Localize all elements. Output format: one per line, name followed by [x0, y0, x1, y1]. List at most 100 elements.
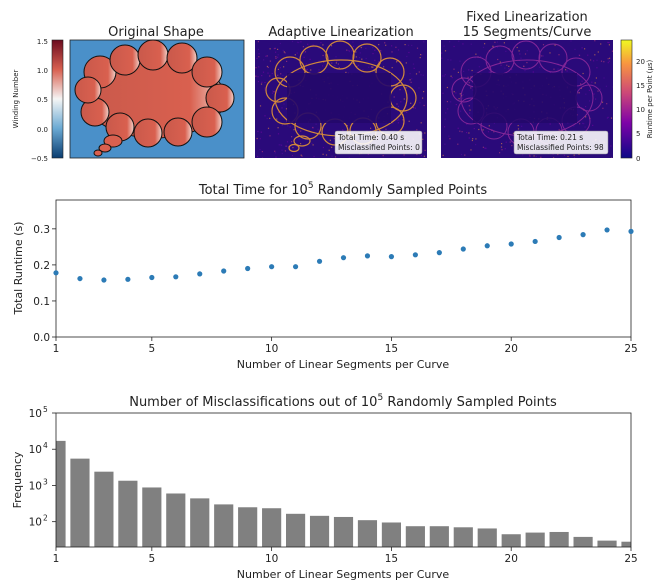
noise-speck [279, 67, 281, 69]
noise-speck [446, 86, 448, 89]
noise-speck [406, 111, 408, 113]
noise-speck [338, 67, 340, 69]
noise-speck [607, 116, 609, 118]
noise-speck [412, 107, 415, 109]
runtime-point [292, 264, 299, 270]
noise-speck [470, 149, 472, 151]
noise-speck [408, 51, 410, 54]
noise-speck [475, 144, 477, 146]
noise-speck [285, 108, 288, 110]
noise-speck [453, 45, 455, 48]
noise-speck [322, 153, 324, 155]
noise-speck [584, 126, 586, 128]
noise-speck [462, 94, 464, 96]
panel-original-shape: Original Shape 1.5 1.0 0.5 0.0 −0.5 Wind… [12, 25, 245, 163]
noise-speck [259, 148, 261, 151]
noise-speck [582, 72, 584, 75]
noise-speck [396, 61, 398, 63]
noise-speck [414, 107, 416, 109]
noise-speck [521, 125, 523, 127]
runtime-tick: 0 [636, 155, 640, 163]
noise-speck [458, 40, 460, 42]
runtime-x-tick-label: 25 [624, 343, 637, 355]
noise-speck [408, 120, 410, 122]
runtime-x-tick-label: 10 [265, 343, 278, 355]
noise-speck [257, 130, 259, 133]
noise-speck [453, 68, 455, 70]
noise-speck [282, 49, 284, 52]
noise-speck [318, 47, 320, 49]
noise-speck [610, 145, 612, 147]
noise-speck [380, 50, 382, 52]
noise-speck [323, 61, 325, 63]
runtime-point [364, 253, 371, 259]
noise-speck [488, 125, 490, 127]
noise-speck [277, 56, 279, 58]
noise-speck [516, 46, 518, 49]
runtime-chart: Total Time for 105 Randomly Sampled Poin… [12, 181, 638, 371]
noise-speck [511, 145, 513, 147]
noise-speck [493, 131, 495, 133]
noise-speck [371, 66, 373, 68]
noise-speck [336, 60, 338, 62]
noise-speck [491, 129, 494, 131]
runtime-x-axis: 1 5 10 15 20 25 [53, 337, 638, 355]
misclass-x-tick-label: 10 [265, 553, 278, 565]
runtime-tick: 20 [636, 58, 645, 66]
noise-speck [280, 73, 282, 75]
noise-speck [585, 93, 587, 95]
runtime-tick: 5 [636, 130, 640, 138]
noise-speck [396, 119, 398, 121]
noise-speck [313, 131, 315, 133]
noise-speck [333, 138, 335, 140]
noise-speck [307, 43, 309, 45]
noise-speck [356, 65, 358, 67]
fixed-title-line2: 15 Segments/Curve [463, 25, 592, 40]
noise-speck [284, 150, 286, 152]
noise-speck [398, 119, 400, 121]
noise-speck [443, 75, 445, 77]
noise-speck [275, 57, 277, 59]
noise-speck [557, 68, 559, 70]
noise-speck [459, 93, 461, 95]
noise-speck [593, 60, 595, 62]
noise-speck [468, 105, 470, 107]
noise-speck [488, 71, 490, 73]
winding-tick: 1.5 [37, 38, 48, 46]
noise-speck [397, 122, 399, 124]
noise-speck [468, 69, 470, 71]
runtime-point [173, 274, 179, 280]
misclass-bar [333, 516, 354, 547]
noise-speck [463, 70, 465, 72]
noise-speck [404, 44, 406, 46]
noise-speck [311, 142, 313, 145]
noise-speck [351, 50, 353, 52]
noise-speck [396, 84, 398, 86]
noise-speck [466, 132, 468, 134]
noise-speck [367, 153, 369, 155]
noise-speck [485, 147, 487, 149]
misclass-bar [405, 526, 425, 547]
runtime-point [388, 254, 395, 260]
noise-speck [256, 137, 258, 140]
noise-speck [266, 55, 268, 57]
noise-speck [382, 155, 384, 157]
noise-speck [274, 150, 276, 152]
misclass-x-label: Number of Linear Segments per Curve [237, 568, 450, 581]
noise-speck [286, 141, 289, 143]
noise-speck [467, 76, 469, 78]
noise-speck [352, 41, 354, 43]
noise-speck [443, 45, 445, 47]
noise-speck [441, 57, 443, 59]
noise-speck [511, 68, 513, 71]
noise-speck [448, 135, 450, 137]
adaptive-time: Total Time: 0.40 s [337, 133, 404, 142]
noise-speck [297, 129, 299, 131]
noise-speck [411, 44, 413, 46]
misclass-x-tick-label: 15 [385, 553, 398, 565]
noise-speck [348, 50, 350, 52]
noise-speck [325, 154, 328, 156]
runtime-point [197, 271, 203, 277]
noise-speck [391, 67, 393, 69]
noise-speck [532, 71, 534, 73]
